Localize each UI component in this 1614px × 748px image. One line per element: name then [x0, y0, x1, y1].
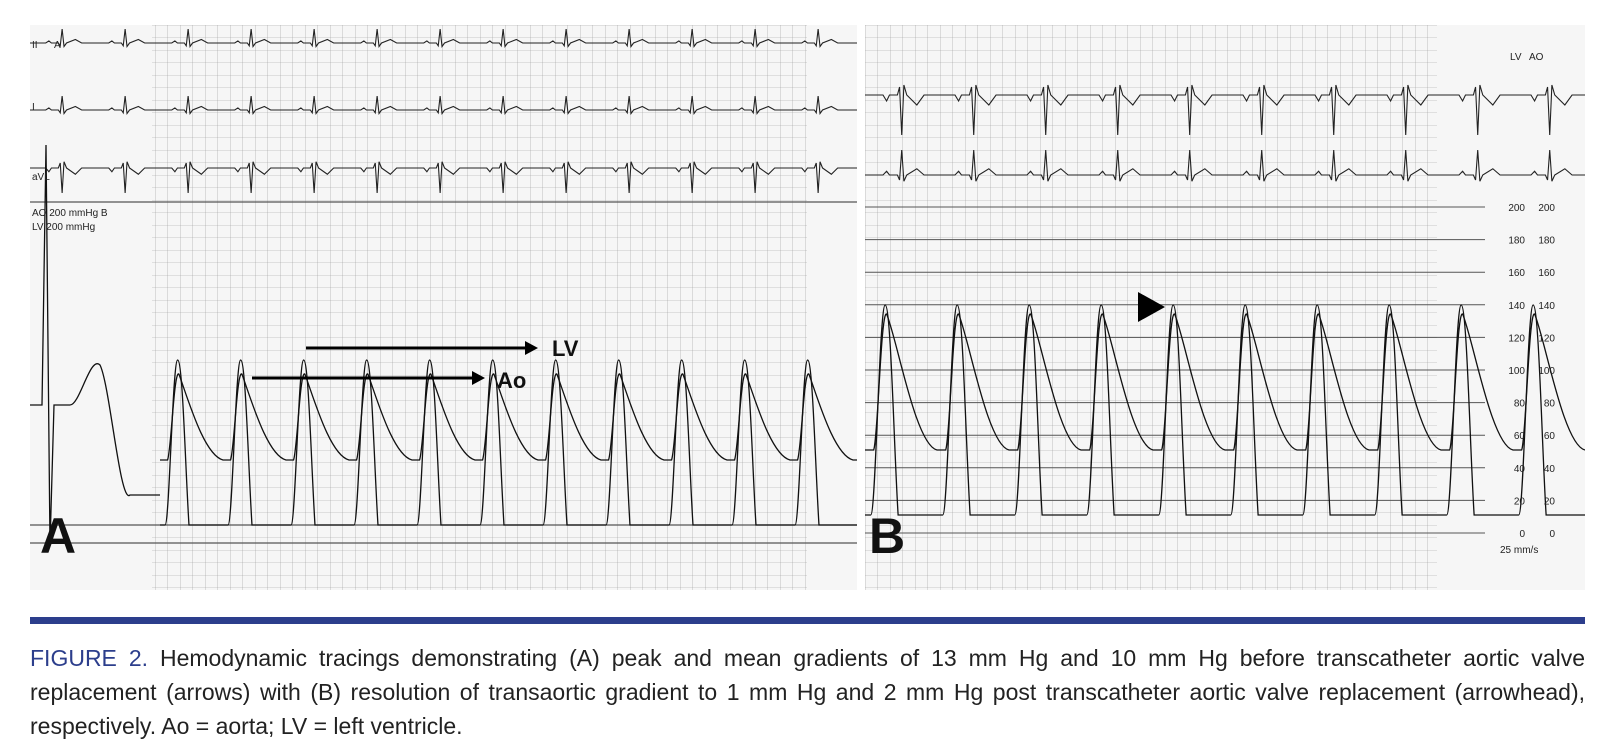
scale-tick-label: 20: [1514, 496, 1526, 507]
scale-tick-label: 180: [1508, 236, 1525, 247]
scale-tick-label: 60: [1514, 431, 1526, 442]
top-label-lv: LV: [1510, 52, 1522, 63]
arrowhead-icon: [1138, 292, 1165, 322]
scale-tick-label: 180: [1538, 236, 1555, 247]
scale-tick-label: 160: [1538, 268, 1555, 279]
scale-tick-label: 20: [1544, 496, 1556, 507]
lead-label-ii: II: [32, 40, 38, 51]
scale-tick-label: 200: [1538, 203, 1555, 214]
scale-tick-label: 40: [1514, 464, 1526, 475]
panel-letter-a: A: [40, 508, 76, 564]
scale-tick-label: 120: [1508, 333, 1525, 344]
figure: II A I aVL AO 200 mmHg B LV 200 mmHg LV …: [30, 25, 1585, 590]
scale-label-ao: AO 200 mmHg B: [32, 208, 108, 219]
ao-pressure-trace-b: [865, 313, 1585, 451]
scale-tick-label: 80: [1514, 399, 1526, 410]
ecg-lead-i-trace: [30, 95, 857, 115]
arrow-label-lv: LV: [552, 336, 579, 361]
caption-label: FIGURE 2.: [30, 645, 149, 671]
figure-caption: FIGURE 2. Hemodynamic tracings demonstra…: [30, 641, 1585, 743]
panel-a-tracing: II A I aVL AO 200 mmHg B LV 200 mmHg LV …: [30, 25, 857, 590]
panel-b: LV AO 200 200 180 180 160 160 140 140 120 120 100 1…: [865, 25, 1585, 590]
ao-pressure-trace: [160, 373, 857, 461]
scale-tick-label: 0: [1519, 529, 1525, 540]
scale-tick-label: 0: [1549, 529, 1555, 540]
speed-label: 25 mm/s: [1500, 545, 1538, 556]
lead-label-a: A: [54, 40, 61, 51]
scale-tick-label: 120: [1538, 333, 1555, 344]
lead-label-avl: aVL: [32, 172, 50, 183]
artifact-trace: [30, 144, 160, 546]
scale-tick-label: 200: [1508, 203, 1525, 214]
top-label-ao: AO: [1529, 52, 1544, 63]
ecg-lead-ii-trace: [30, 28, 857, 48]
arrow-label-ao: Ao: [497, 368, 526, 393]
ecg-second-trace: [865, 149, 1585, 182]
lead-label-i: I: [32, 102, 35, 113]
ecg-lead-avl-trace: [30, 161, 857, 194]
scale-tick-label: 80: [1544, 399, 1556, 410]
scale-tick-label: 40: [1544, 464, 1556, 475]
scale-tick-label: 160: [1508, 268, 1525, 279]
panel-letter-b: B: [869, 508, 905, 564]
lv-pressure-trace: [160, 359, 857, 526]
scale-tick-label: 100: [1538, 366, 1555, 377]
ecg-top-trace: [865, 84, 1585, 136]
panel-a: II A I aVL AO 200 mmHg B LV 200 mmHg LV …: [30, 25, 857, 590]
scale-label-lv: LV 200 mmHg: [32, 222, 95, 233]
scale-tick-label: 100: [1508, 366, 1525, 377]
scale-tick-label: 140: [1508, 301, 1525, 312]
caption-divider: [30, 617, 1585, 624]
scale-tick-label: 60: [1544, 431, 1556, 442]
scale-tick-label: 140: [1538, 301, 1555, 312]
caption-text: Hemodynamic tracings demonstrating (A) p…: [30, 645, 1586, 739]
lv-pressure-trace-b: [865, 304, 1585, 516]
